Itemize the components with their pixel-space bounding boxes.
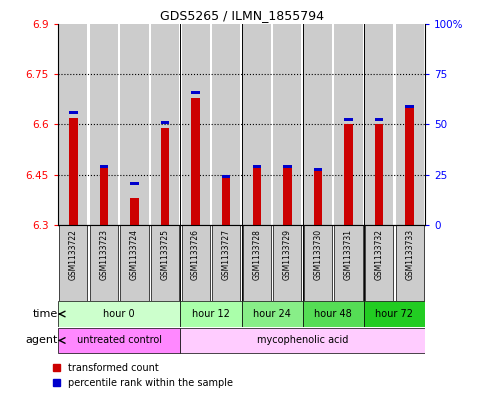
- Bar: [273, 225, 301, 301]
- Text: GSM1133730: GSM1133730: [313, 229, 323, 280]
- Bar: [69, 118, 78, 225]
- Bar: [58, 328, 180, 353]
- Bar: [212, 24, 240, 225]
- Bar: [212, 225, 240, 301]
- Bar: [313, 171, 322, 225]
- Bar: [253, 168, 261, 225]
- Text: GSM1133723: GSM1133723: [99, 229, 108, 280]
- Title: GDS5265 / ILMN_1855794: GDS5265 / ILMN_1855794: [159, 9, 324, 22]
- Bar: [243, 24, 271, 225]
- Bar: [99, 165, 108, 168]
- Bar: [69, 111, 78, 114]
- Bar: [151, 24, 179, 225]
- Bar: [396, 24, 424, 225]
- Bar: [130, 198, 139, 225]
- Text: time: time: [33, 309, 58, 319]
- Text: GSM1133729: GSM1133729: [283, 229, 292, 280]
- Bar: [120, 225, 148, 301]
- Bar: [303, 301, 364, 327]
- Text: mycophenolic acid: mycophenolic acid: [257, 336, 348, 345]
- Bar: [99, 168, 108, 225]
- Bar: [344, 118, 353, 121]
- Bar: [90, 24, 118, 225]
- Text: GSM1133725: GSM1133725: [160, 229, 170, 280]
- Legend: transformed count, percentile rank within the sample: transformed count, percentile rank withi…: [53, 363, 233, 388]
- Bar: [182, 24, 210, 225]
- Text: GSM1133733: GSM1133733: [405, 229, 414, 280]
- Bar: [304, 225, 332, 301]
- Bar: [161, 128, 170, 225]
- Bar: [151, 225, 179, 301]
- Bar: [191, 91, 200, 94]
- Text: hour 72: hour 72: [375, 309, 413, 319]
- Bar: [283, 168, 292, 225]
- Bar: [335, 225, 363, 301]
- Bar: [405, 105, 414, 108]
- Bar: [120, 24, 148, 225]
- Bar: [273, 24, 301, 225]
- Bar: [283, 165, 292, 168]
- Text: GSM1133726: GSM1133726: [191, 229, 200, 280]
- Text: hour 12: hour 12: [192, 309, 230, 319]
- Bar: [375, 124, 384, 225]
- Bar: [242, 301, 303, 327]
- Text: hour 48: hour 48: [314, 309, 352, 319]
- Text: untreated control: untreated control: [77, 336, 162, 345]
- Bar: [253, 165, 261, 168]
- Bar: [130, 182, 139, 185]
- Bar: [313, 168, 322, 171]
- Bar: [243, 225, 271, 301]
- Text: GSM1133727: GSM1133727: [222, 229, 231, 280]
- Bar: [180, 328, 425, 353]
- Text: GSM1133731: GSM1133731: [344, 229, 353, 280]
- Bar: [222, 178, 230, 225]
- Bar: [304, 24, 332, 225]
- Bar: [182, 225, 210, 301]
- Bar: [59, 225, 87, 301]
- Bar: [58, 301, 180, 327]
- Text: GSM1133732: GSM1133732: [375, 229, 384, 280]
- Bar: [396, 225, 424, 301]
- Bar: [180, 301, 242, 327]
- Bar: [90, 225, 118, 301]
- Text: GSM1133722: GSM1133722: [69, 229, 78, 280]
- Bar: [375, 118, 384, 121]
- Bar: [191, 97, 200, 225]
- Bar: [335, 24, 363, 225]
- Bar: [161, 121, 170, 124]
- Text: GSM1133728: GSM1133728: [252, 229, 261, 280]
- Bar: [59, 24, 87, 225]
- Text: agent: agent: [26, 336, 58, 345]
- Bar: [344, 124, 353, 225]
- Bar: [364, 301, 425, 327]
- Bar: [365, 225, 393, 301]
- Bar: [405, 108, 414, 225]
- Text: hour 0: hour 0: [103, 309, 135, 319]
- Bar: [365, 24, 393, 225]
- Text: hour 24: hour 24: [253, 309, 291, 319]
- Bar: [222, 175, 230, 178]
- Text: GSM1133724: GSM1133724: [130, 229, 139, 280]
